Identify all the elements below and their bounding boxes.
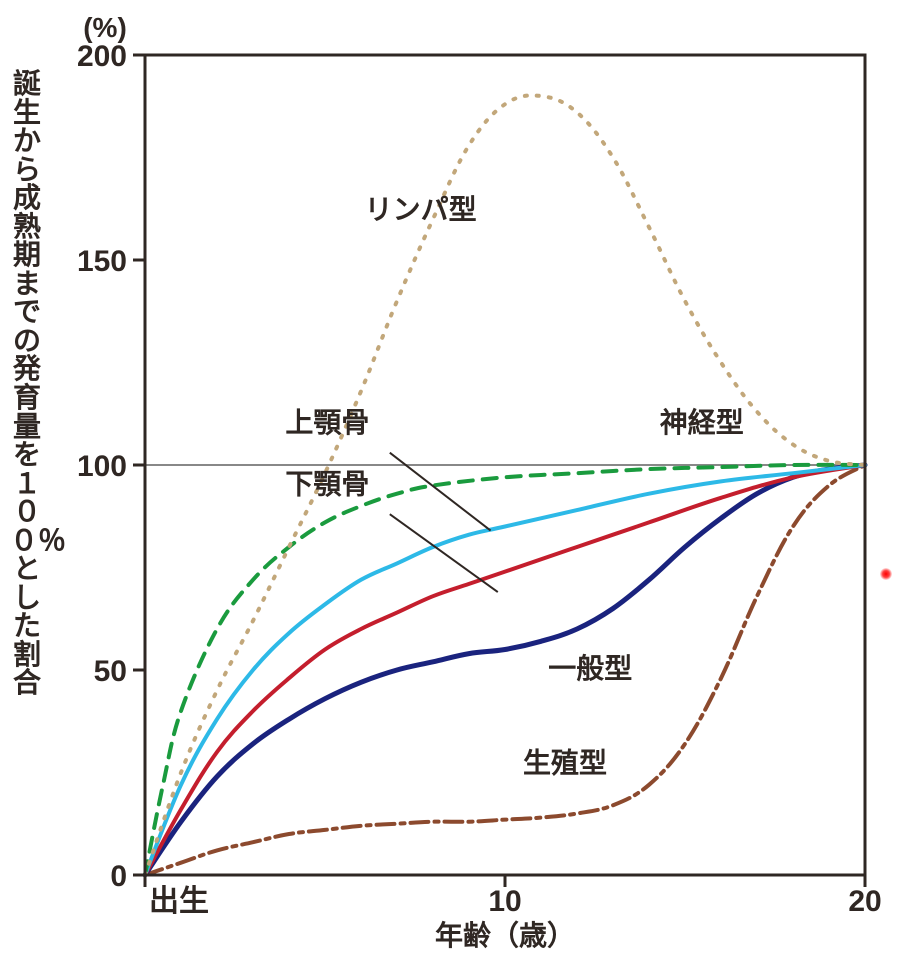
ytick-label: 150 <box>77 245 127 278</box>
x-axis-label: 年齢（歳） <box>435 919 575 951</box>
growth-curve-chart: 誕生から成熟期までの発育量を１００％とした割合 0 50 100 150 200 10 20… <box>0 0 908 967</box>
xtick-label: 20 <box>848 885 881 918</box>
ytick-label: 50 <box>94 655 127 688</box>
series-label-general: 一般型 <box>548 652 632 684</box>
series-label-mandible: 下顎骨 <box>285 469 369 500</box>
ytick-label: 0 <box>110 860 127 893</box>
red-marker-dot <box>880 568 892 580</box>
ytick-label: 200 <box>77 40 127 73</box>
chart-svg: 0 50 100 150 200 10 20 出生年齢（歳） (%) リンパ型神経型 上顎骨下顎骨一… <box>0 0 908 967</box>
y-axis-title-vertical: 誕生から成熟期までの発育量を１００％とした割合 <box>10 70 44 698</box>
series-label-lymphoid: リンパ型 <box>365 194 477 225</box>
series-label-maxilla: 上顎骨 <box>285 407 369 438</box>
ytick-label: 100 <box>77 450 127 483</box>
x-origin-label: 出生 <box>149 885 209 918</box>
series-label-neural: 神経型 <box>660 406 744 438</box>
y-unit-label: (%) <box>83 12 127 43</box>
xtick-label: 10 <box>488 885 521 918</box>
series-label-reproductive: 生殖型 <box>523 748 607 779</box>
